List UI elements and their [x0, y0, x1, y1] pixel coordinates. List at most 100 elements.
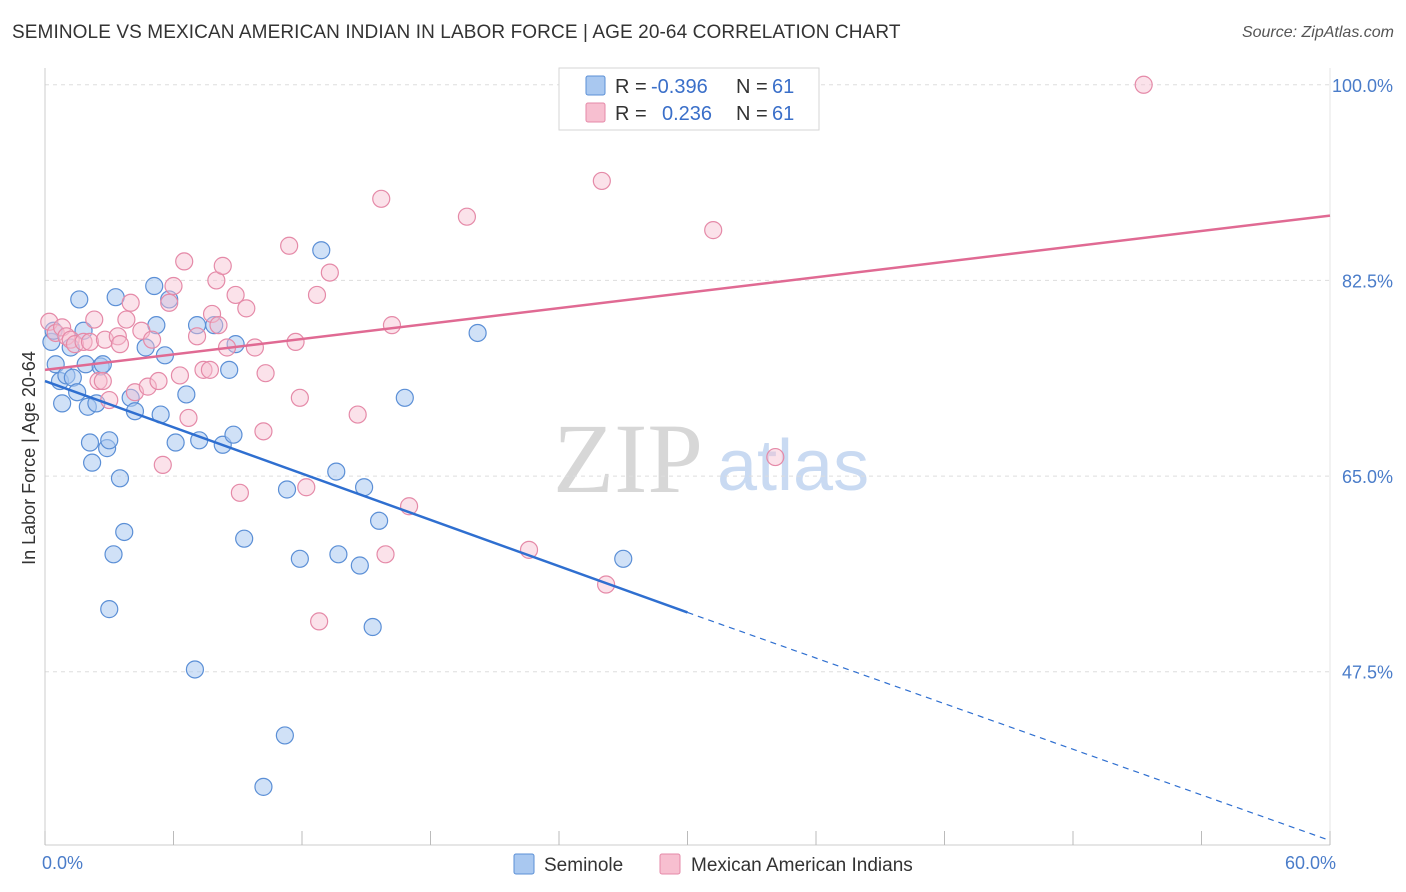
data-point-mexican: [237, 299, 256, 318]
data-point-mexican: [85, 310, 104, 329]
data-point-mexican: [121, 293, 140, 312]
data-point-mexican: [254, 422, 273, 441]
data-point-seminole: [115, 522, 134, 542]
data-point-mexican: [209, 316, 228, 335]
data-point-mexican: [89, 371, 108, 391]
data-point-mexican: [110, 335, 130, 354]
legend-n-label: N =: [736, 76, 768, 98]
data-point-seminole: [70, 290, 89, 309]
x-tick-label: 60.0%: [1285, 853, 1336, 873]
legend-r-label: R =: [615, 103, 647, 125]
data-point-seminole: [185, 660, 205, 679]
grid-lines: [45, 84, 1330, 673]
watermark: ZIP atlas: [553, 403, 869, 514]
legend-n-label: N =: [736, 103, 768, 125]
legend-swatch-seminole: [585, 75, 606, 96]
data-point-mexican: [457, 207, 477, 226]
data-point-seminole: [329, 545, 348, 564]
data-point-mexican: [286, 332, 305, 352]
legend-r-label: R =: [615, 76, 647, 98]
data-point-mexican: [372, 189, 391, 208]
data-point-mexican: [93, 371, 112, 391]
data-point-mexican: [170, 366, 190, 385]
data-point-seminole: [290, 549, 309, 568]
trend-line-seminole-extension: [687, 611, 1331, 842]
data-point-mexican: [187, 327, 207, 346]
data-point-mexican: [290, 388, 309, 407]
series-legend-swatch-mexican: [659, 853, 681, 875]
data-point-mexican: [297, 478, 316, 497]
data-point-seminole: [220, 360, 239, 379]
y-axis-title: In Labor Force | Age 20-64: [19, 351, 39, 565]
data-point-seminole: [100, 600, 119, 619]
y-tick-label: 82.5%: [1342, 271, 1393, 291]
data-point-mexican: [766, 447, 785, 467]
data-point-mexican: [597, 575, 616, 594]
data-point-seminole: [177, 385, 196, 404]
data-point-mexican: [194, 360, 213, 379]
series-legend-label-mexican: Mexican American Indians: [691, 855, 913, 876]
data-point-mexican: [704, 221, 723, 240]
data-point-seminole: [80, 433, 100, 452]
data-point-mexican: [53, 318, 72, 337]
x-tick-labels: 0.0% 60.0%: [42, 853, 1336, 873]
data-point-mexican: [348, 405, 367, 424]
data-point-mexican: [376, 545, 395, 564]
data-point-mexican: [164, 276, 183, 296]
watermark-zip: ZIP: [553, 403, 703, 514]
y-tick-label: 65.0%: [1342, 467, 1393, 487]
data-point-mexican: [74, 332, 93, 352]
y-tick-label: 47.5%: [1342, 663, 1393, 683]
data-point-mexican: [1134, 75, 1153, 94]
data-point-seminole: [468, 323, 487, 343]
data-point-mexican: [245, 338, 264, 357]
data-point-seminole: [327, 462, 346, 481]
data-point-seminole: [275, 726, 294, 745]
series-legend-swatch-seminole: [513, 853, 535, 875]
data-point-seminole: [363, 617, 382, 637]
data-point-mexican: [230, 483, 249, 502]
series-mexican: [40, 75, 1153, 631]
data-point-seminole: [110, 469, 130, 488]
data-point-seminole: [205, 316, 224, 335]
data-point-mexican: [153, 455, 172, 474]
chart-source: Source: ZipAtlas.com: [1241, 24, 1394, 41]
data-point-seminole: [145, 276, 164, 296]
data-point-seminole: [277, 480, 297, 499]
data-point-mexican: [138, 377, 157, 396]
y-tick-labels: 100.0% 82.5% 65.0% 47.5%: [1332, 76, 1393, 683]
data-point-mexican: [213, 256, 232, 275]
chart-title: SEMINOLE VS MEXICAN AMERICAN INDIAN IN L…: [12, 22, 901, 43]
data-point-mexican: [307, 285, 327, 305]
legend-r-value: -0.396: [651, 76, 708, 98]
data-point-mexican: [280, 236, 299, 255]
data-point-mexican: [175, 252, 194, 271]
data-point-seminole: [83, 453, 102, 472]
data-point-seminole: [395, 388, 414, 407]
data-point-mexican: [80, 332, 100, 352]
trend-line-seminole: [44, 379, 688, 614]
legend-n-value: 61: [772, 76, 794, 98]
data-point-mexican: [202, 304, 222, 324]
watermark-atlas: atlas: [717, 426, 869, 506]
data-point-seminole: [235, 529, 254, 548]
trend-lines: [44, 214, 1331, 842]
legend-r-value: 0.236: [662, 103, 712, 125]
data-point-mexican: [179, 408, 198, 428]
data-point-mexican: [320, 263, 339, 282]
data-point-seminole: [166, 433, 185, 452]
legend-swatch-mexican: [585, 102, 606, 123]
data-point-mexican: [256, 364, 275, 383]
axes: [44, 68, 1331, 846]
data-point-seminole: [350, 556, 369, 575]
data-point-seminole: [224, 425, 243, 444]
legend-n-value: 61: [772, 103, 794, 125]
y-tick-label: 100.0%: [1332, 76, 1393, 96]
data-point-seminole: [100, 431, 119, 450]
data-point-seminole: [614, 549, 633, 568]
data-point-mexican: [226, 285, 245, 305]
data-point-mexican: [592, 171, 611, 191]
data-point-seminole: [254, 777, 273, 796]
data-point-seminole: [312, 241, 331, 260]
